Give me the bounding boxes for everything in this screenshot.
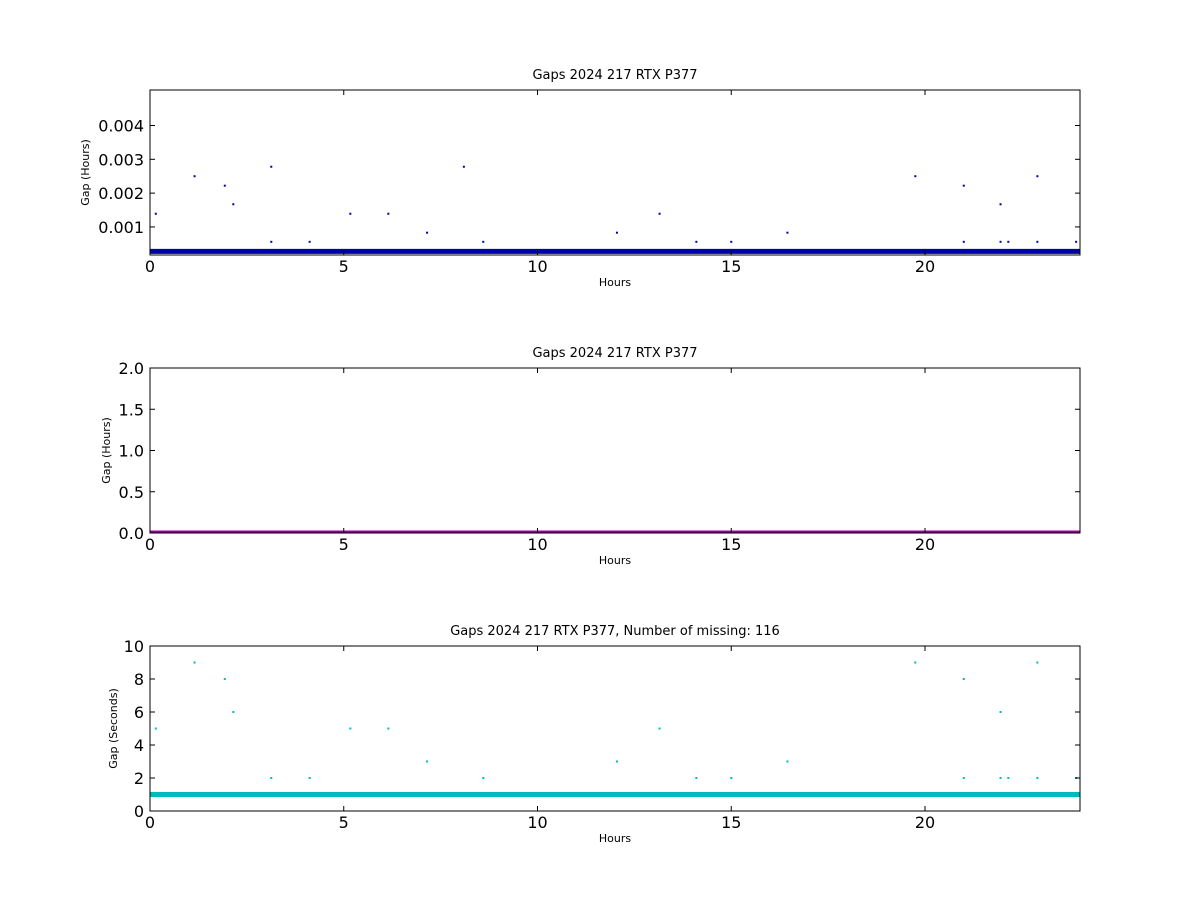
- chart-panel-3: 0 5 10 15 20 0 2 4 6 8 10 Gaps 2024 217 RTX P377, N…: [107, 624, 1081, 845]
- data-point: [270, 165, 273, 168]
- data-point: [1036, 661, 1039, 664]
- data-point: [658, 212, 661, 215]
- data-point: [695, 240, 698, 243]
- x-tick-label: 0: [145, 813, 155, 832]
- data-point: [482, 777, 485, 779]
- data-point: [223, 184, 226, 187]
- y-tick-label: 8: [134, 670, 144, 689]
- data-point: [658, 727, 661, 730]
- x-tick-label: 10: [527, 257, 547, 276]
- data-point: [999, 711, 1002, 713]
- data-point: [1007, 240, 1010, 243]
- x-tick-label: 5: [339, 535, 349, 554]
- data-point: [387, 212, 390, 215]
- y-tick-label: 0.001: [98, 218, 144, 237]
- chart-title: Gaps 2024 217 RTX P377: [532, 346, 697, 361]
- plot-frame: [149, 89, 1081, 256]
- y-tick-label: 0.0: [119, 524, 144, 543]
- data-point: [962, 777, 965, 779]
- data-point: [786, 231, 789, 234]
- y-axis-label: Gap (Seconds): [107, 688, 120, 769]
- data-point: [914, 661, 917, 664]
- x-axis-label: Hours: [599, 276, 631, 289]
- x-axis-label: Hours: [599, 832, 631, 845]
- data-point: [962, 184, 965, 187]
- chart-panel-1: 0 5 10 15 20 0.001 0.002 0.003 0.004 Gaps 2024 21…: [79, 68, 1081, 289]
- y-tick-label: 0.003: [98, 150, 144, 169]
- data-point: [615, 760, 618, 763]
- data-point: [426, 760, 429, 763]
- data-point: [270, 777, 273, 779]
- data-point: [426, 231, 429, 234]
- y-tick-label: 6: [134, 703, 144, 722]
- data-point: [482, 240, 485, 243]
- chart-title: Gaps 2024 217 RTX P377: [532, 68, 697, 83]
- data-point: [1075, 240, 1078, 243]
- x-tick-label: 15: [721, 813, 741, 832]
- data-point: [914, 175, 917, 178]
- data-point: [308, 777, 311, 779]
- data-point: [615, 231, 618, 234]
- y-tick-label: 1.0: [119, 442, 144, 461]
- data-point: [999, 777, 1002, 779]
- data-point: [695, 777, 698, 779]
- data-point: [270, 240, 273, 243]
- data-point: [999, 240, 1002, 243]
- data-point: [387, 727, 390, 730]
- data-point: [193, 661, 196, 664]
- x-tick-label: 15: [721, 257, 741, 276]
- data-point: [154, 212, 157, 215]
- y-tick-label: 10: [124, 637, 144, 656]
- data-point: [1036, 240, 1039, 243]
- y-tick-label: 2: [134, 769, 144, 788]
- x-tick-label: 20: [915, 257, 935, 276]
- data-point: [308, 240, 311, 243]
- x-tick-label: 20: [915, 535, 935, 554]
- data-point: [786, 760, 789, 763]
- data-point: [1036, 175, 1039, 178]
- y-axis-label: Gap (Hours): [100, 417, 113, 484]
- x-tick-label: 10: [527, 813, 547, 832]
- plot-frame: [149, 645, 1081, 812]
- data-point: [232, 203, 235, 206]
- data-point: [999, 203, 1002, 206]
- x-tick-label: 20: [915, 813, 935, 832]
- x-tick-label: 0: [145, 535, 155, 554]
- y-tick-label: 0.004: [98, 117, 144, 136]
- y-tick-label: 0: [134, 802, 144, 821]
- y-tick-label: 4: [134, 736, 144, 755]
- x-tick-label: 5: [339, 813, 349, 832]
- data-point: [193, 175, 196, 178]
- data-point: [962, 678, 965, 680]
- data-point: [349, 727, 352, 730]
- data-point: [962, 240, 965, 243]
- x-tick-label: 10: [527, 535, 547, 554]
- x-axis-label: Hours: [599, 554, 631, 567]
- data-point: [1036, 777, 1039, 779]
- x-tick-label: 0: [145, 257, 155, 276]
- plot-frame: [149, 367, 1081, 534]
- y-axis-label: Gap (Hours): [79, 139, 92, 206]
- data-point: [730, 777, 733, 779]
- data-point: [730, 240, 733, 243]
- data-point: [154, 727, 157, 730]
- chart-panel-2: 0 5 10 15 20 0.0 0.5 1.0 1.5 2.0 Gaps 2024 217 RTX…: [100, 346, 1081, 567]
- data-point: [462, 165, 465, 168]
- data-point: [349, 212, 352, 215]
- y-tick-label: 0.5: [119, 483, 144, 502]
- y-tick-label: 2.0: [119, 359, 144, 378]
- data-point: [223, 678, 226, 680]
- y-tick-label: 1.5: [119, 400, 144, 419]
- data-point: [232, 711, 235, 713]
- x-tick-label: 15: [721, 535, 741, 554]
- data-point: [1007, 777, 1010, 779]
- chart-title: Gaps 2024 217 RTX P377, Number of missin…: [450, 624, 780, 639]
- x-tick-label: 5: [339, 257, 349, 276]
- y-tick-label: 0.002: [98, 184, 144, 203]
